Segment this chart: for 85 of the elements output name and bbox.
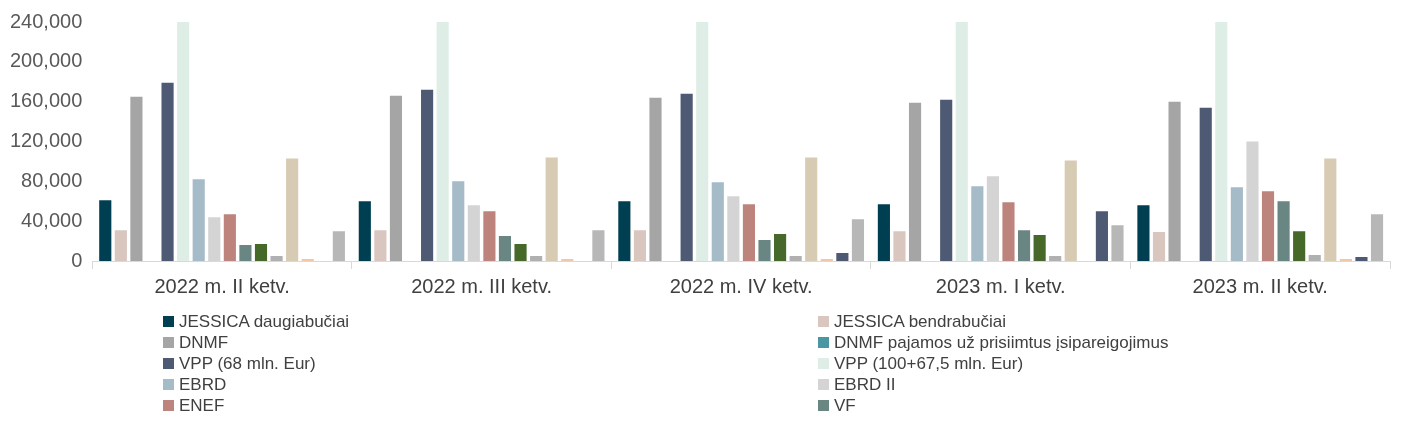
legend-label: ENEF: [179, 395, 225, 416]
bar: [545, 157, 558, 261]
bar: [618, 201, 631, 261]
bar: [971, 186, 984, 261]
y-tick-label: 0: [71, 248, 83, 271]
y-tick-label: 160,000: [10, 89, 83, 112]
bar: [514, 244, 527, 261]
bar: [498, 236, 512, 261]
bar: [851, 219, 865, 261]
bar: [1355, 257, 1368, 261]
bar: [389, 95, 403, 261]
bar: [223, 214, 236, 261]
bar: [114, 230, 127, 261]
bar: [99, 200, 112, 261]
bar: [1324, 158, 1337, 261]
bar: [836, 253, 849, 261]
bar: [1199, 107, 1212, 261]
y-tick-label: 120,000: [10, 129, 83, 152]
bar: [742, 204, 756, 261]
bar: [774, 234, 787, 261]
bar: [696, 22, 709, 261]
bar: [805, 157, 818, 261]
bar: [680, 93, 693, 261]
bar: [1064, 160, 1077, 261]
bar: [1168, 101, 1181, 261]
bar: [374, 230, 387, 261]
bar: [483, 211, 496, 261]
bar: [1111, 225, 1124, 261]
legend-label: DNMF pajamos už prisiimtus įsipareigojimus: [834, 332, 1169, 353]
bar: [452, 181, 465, 261]
bar: [940, 99, 953, 261]
bar: [649, 97, 662, 261]
legend-label: EBRD: [179, 374, 227, 395]
bar: [789, 256, 802, 261]
legend-label: DNMF: [179, 332, 229, 353]
y-tick-label: 200,000: [10, 49, 83, 72]
bar: [358, 201, 371, 261]
bar: [421, 89, 434, 261]
y-tick-label: 80,000: [21, 168, 83, 191]
y-tick-label: 40,000: [21, 208, 83, 231]
bar: [1049, 256, 1062, 261]
x-tick-label: 2023 m. I ketv.: [935, 274, 1066, 297]
bar: [711, 182, 724, 261]
bar: [192, 179, 205, 261]
bar: [955, 22, 968, 261]
bar: [1017, 230, 1031, 261]
bar: [1095, 211, 1108, 261]
bar: [177, 22, 190, 261]
legend-label: VPP (68 mln. Eur): [179, 353, 316, 374]
bar: [1137, 205, 1150, 261]
bar: [1261, 191, 1275, 261]
y-tick-label: 240,000: [10, 9, 83, 32]
bar: [1308, 255, 1321, 261]
legend-label: EBRD II: [834, 374, 896, 395]
bar: [893, 231, 906, 261]
bar: [1215, 22, 1228, 261]
bar: [254, 244, 268, 261]
bar: [239, 245, 252, 261]
bar: [1152, 232, 1166, 261]
bar: [270, 256, 283, 261]
x-tick-label: 2022 m. II ketv.: [154, 274, 290, 297]
bar: [286, 158, 299, 261]
legend-label: VF: [834, 395, 856, 416]
bar: [1277, 201, 1290, 261]
legend-label: JESSICA daugiabučiai: [179, 311, 350, 332]
x-tick-label: 2022 m. III ketv.: [411, 274, 553, 297]
bar: [877, 204, 890, 261]
x-tick-label: 2023 m. II ketv.: [1192, 274, 1328, 297]
bar: [130, 96, 143, 261]
bar: [592, 230, 605, 261]
bar: [1230, 187, 1243, 261]
bar: [161, 82, 174, 261]
bar: [1293, 231, 1306, 261]
bar: [530, 256, 543, 261]
x-tick-label: 2022 m. IV ketv.: [669, 274, 813, 297]
bar: [633, 230, 646, 261]
legend-label: VPP (100+67,5 mln. Eur): [834, 353, 1024, 374]
legend-label: JESSICA bendrabučiai: [834, 311, 1006, 332]
bar: [1033, 235, 1046, 261]
bar: [1370, 214, 1384, 261]
bar: [332, 231, 345, 261]
bar: [436, 22, 449, 261]
bar: [758, 240, 771, 261]
bar: [1002, 202, 1015, 261]
bar: [908, 102, 922, 261]
